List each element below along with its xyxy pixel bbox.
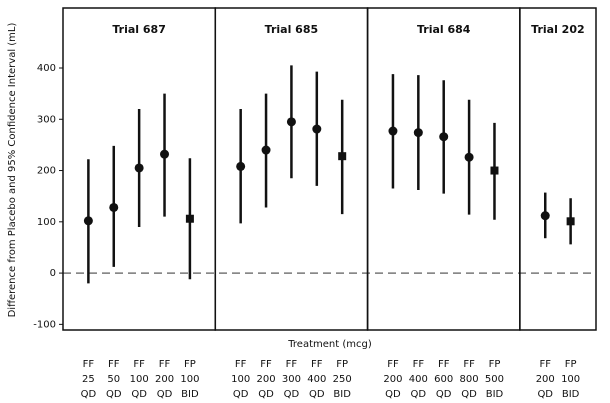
x-tick-label: FF bbox=[108, 359, 120, 370]
y-tick-label: 400 bbox=[37, 63, 56, 74]
x-tick-label: 500 bbox=[485, 374, 504, 385]
y-tick-label: 0 bbox=[50, 268, 56, 279]
panel-title: Trial 684 bbox=[417, 23, 471, 36]
x-tick-label: 100 bbox=[231, 374, 250, 385]
point bbox=[185, 214, 194, 223]
x-tick-label: 50 bbox=[107, 374, 120, 385]
point bbox=[464, 152, 474, 162]
point bbox=[236, 161, 246, 171]
x-tick-label: 100 bbox=[561, 374, 580, 385]
panel-title: Trial 687 bbox=[112, 23, 165, 36]
x-tick-label: FP bbox=[184, 359, 196, 370]
x-tick-label: 200 bbox=[383, 374, 402, 385]
x-tick-label: 400 bbox=[409, 374, 428, 385]
point bbox=[109, 202, 119, 212]
x-tick-label: BID bbox=[181, 389, 199, 400]
panel-frame bbox=[519, 7, 597, 331]
x-tick-label: QD bbox=[309, 389, 325, 400]
x-tick-label: FF bbox=[260, 359, 272, 370]
point bbox=[388, 126, 398, 136]
x-tick-label: FF bbox=[133, 359, 145, 370]
point bbox=[261, 145, 271, 155]
x-tick-label: FF bbox=[413, 359, 425, 370]
x-tick-label: FF bbox=[463, 359, 475, 370]
x-tick-label: QD bbox=[81, 389, 97, 400]
x-tick-label: 25 bbox=[82, 374, 95, 385]
x-tick-label: QD bbox=[106, 389, 122, 400]
x-tick-label: QD bbox=[233, 389, 249, 400]
x-tick-label: QD bbox=[258, 389, 274, 400]
y-tick-label: 200 bbox=[37, 166, 56, 177]
x-tick-label: FP bbox=[489, 359, 501, 370]
x-tick-label: BID bbox=[333, 389, 351, 400]
x-tick-label: 200 bbox=[257, 374, 276, 385]
point bbox=[312, 124, 322, 134]
point bbox=[160, 149, 170, 159]
x-tick-label: FF bbox=[311, 359, 323, 370]
point bbox=[439, 132, 449, 142]
x-tick-label: FF bbox=[235, 359, 247, 370]
point bbox=[490, 166, 499, 175]
x-axis-label: Treatment (mcg) bbox=[287, 339, 372, 350]
x-tick-label: FF bbox=[539, 359, 551, 370]
point bbox=[286, 117, 296, 127]
x-tick-label: FF bbox=[159, 359, 171, 370]
x-tick-label: 400 bbox=[307, 374, 326, 385]
x-tick-label: FF bbox=[387, 359, 399, 370]
x-tick-label: QD bbox=[131, 389, 147, 400]
y-tick-label: 100 bbox=[37, 217, 56, 228]
x-tick-label: FP bbox=[565, 359, 577, 370]
x-tick-label: BID bbox=[562, 389, 580, 400]
y-tick-label: 300 bbox=[37, 114, 56, 125]
x-tick-label: 200 bbox=[155, 374, 174, 385]
point bbox=[540, 211, 550, 221]
x-tick-label: FF bbox=[286, 359, 298, 370]
x-tick-label: QD bbox=[157, 389, 173, 400]
point bbox=[566, 217, 575, 226]
x-tick-label: FF bbox=[438, 359, 450, 370]
x-tick-label: 250 bbox=[333, 374, 352, 385]
x-tick-label: 800 bbox=[460, 374, 479, 385]
x-tick-label: FP bbox=[336, 359, 348, 370]
panel-title: Trial 685 bbox=[265, 23, 318, 36]
point bbox=[83, 216, 93, 226]
x-tick-label: QD bbox=[411, 389, 427, 400]
x-tick-label: QD bbox=[461, 389, 477, 400]
x-tick-label: FF bbox=[83, 359, 95, 370]
x-tick-label: QD bbox=[537, 389, 553, 400]
y-tick-label: -100 bbox=[33, 319, 56, 330]
x-tick-label: 100 bbox=[180, 374, 199, 385]
point bbox=[338, 152, 347, 161]
point bbox=[413, 128, 423, 138]
y-axis-label: Difference from Placebo and 95% Confiden… bbox=[7, 23, 18, 318]
point bbox=[134, 163, 144, 173]
x-tick-label: QD bbox=[385, 389, 401, 400]
x-tick-label: 300 bbox=[282, 374, 301, 385]
x-tick-label: 100 bbox=[130, 374, 149, 385]
x-tick-label: 200 bbox=[536, 374, 555, 385]
x-tick-label: QD bbox=[436, 389, 452, 400]
x-tick-label: BID bbox=[486, 389, 504, 400]
x-tick-label: QD bbox=[284, 389, 300, 400]
panel-title: Trial 202 bbox=[531, 23, 584, 36]
x-tick-label: 600 bbox=[434, 374, 453, 385]
